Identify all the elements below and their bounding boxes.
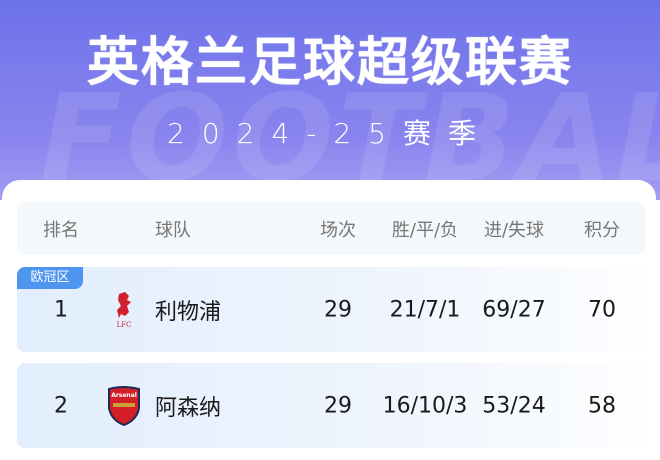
arsenal-crest-icon: Arsenal — [107, 385, 141, 426]
rank: 2 — [54, 393, 68, 418]
col-goals: 进/失球 — [483, 219, 545, 241]
goals: 53/24 — [482, 393, 546, 418]
team-name[interactable]: 利物浦 — [155, 299, 222, 325]
col-team: 球队 — [155, 219, 191, 241]
rank: 1 — [54, 297, 68, 322]
col-points: 积分 — [584, 219, 620, 241]
liverpool-crest-icon: LFC — [113, 290, 135, 330]
wdl: 21/7/1 — [389, 297, 461, 322]
goals: 69/27 — [482, 297, 546, 322]
season-label: 2024-25赛季 — [167, 117, 493, 150]
col-played: 场次 — [320, 219, 356, 241]
table-header: 排名 球队 场次 胜/平/负 进/失球 积分 — [17, 202, 645, 255]
points: 70 — [588, 297, 616, 322]
watermark: FOOTBALL — [40, 70, 660, 200]
svg-text:LFC: LFC — [117, 321, 132, 329]
col-wdl: 胜/平/负 — [391, 219, 459, 241]
col-rank: 排名 — [43, 219, 79, 241]
points: 58 — [588, 393, 616, 418]
standings-card: 排名 球队 场次 胜/平/负 进/失球 积分 欧冠区 1 LFC 利物浦 29 … — [2, 180, 656, 460]
header-banner: FOOTBALL 英格兰足球超级联赛 2024-25赛季 — [0, 0, 660, 200]
page-title: 英格兰足球超级联赛 — [86, 33, 573, 93]
wdl: 16/10/3 — [382, 393, 468, 418]
team-name[interactable]: 阿森纳 — [155, 395, 222, 421]
played: 29 — [324, 393, 352, 418]
svg-text:Arsenal: Arsenal — [111, 392, 137, 399]
table-row[interactable]: 2 Arsenal 阿森纳 29 16/10/3 53/24 58 — [17, 363, 645, 448]
table-row[interactable]: 欧冠区 1 LFC 利物浦 29 21/7/1 69/27 70 — [17, 267, 645, 352]
champions-league-badge: 欧冠区 — [17, 267, 83, 289]
played: 29 — [324, 297, 352, 322]
